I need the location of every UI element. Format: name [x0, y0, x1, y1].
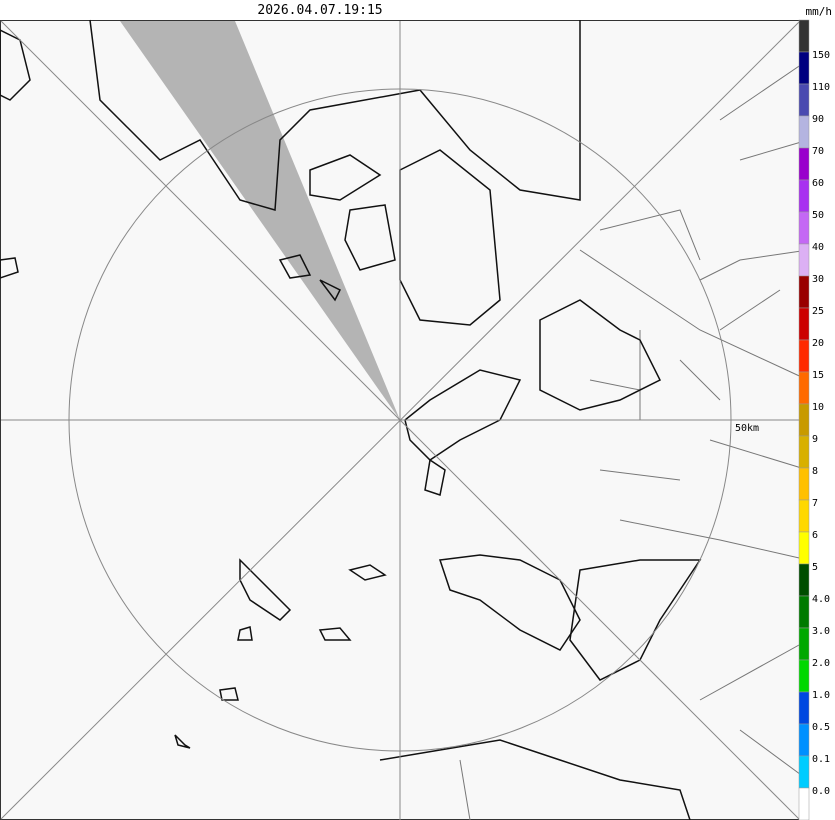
- legend-label: 40: [812, 242, 824, 253]
- legend-label: 25: [812, 306, 824, 317]
- legend-swatch: [798, 787, 810, 820]
- range-label: 50km: [735, 423, 759, 434]
- legend-label: 50: [812, 210, 824, 221]
- legend-label: 150: [812, 50, 830, 61]
- legend-swatch: [798, 275, 810, 309]
- legend-swatch: [798, 51, 810, 85]
- legend-swatch: [798, 627, 810, 661]
- legend-label: 9: [812, 434, 818, 445]
- unit-label: mm/h: [806, 5, 833, 18]
- timestamp: 2026.04.07.19:15: [257, 3, 382, 18]
- color-legend: 150 110 90 70 60 50 40 30 25 20 15 10 9 8 7 6 5 4.0 3.0 2.0…: [798, 19, 830, 820]
- coastlines: [0, 19, 702, 820]
- legend-swatch: [798, 723, 810, 757]
- legend-label: 110: [812, 82, 830, 93]
- legend-swatch: [798, 371, 810, 405]
- legend-swatch: [798, 339, 810, 373]
- legend-swatch: [798, 211, 810, 245]
- legend-swatch: [798, 307, 810, 341]
- legend-swatch: [798, 691, 810, 725]
- legend-label: 4.0: [812, 594, 830, 605]
- legend-label: 10: [812, 402, 824, 413]
- legend-label: 15: [812, 370, 824, 381]
- legend-label: 7: [812, 498, 818, 509]
- legend-label: 3.0: [812, 626, 830, 637]
- legend-label: 0.5: [812, 722, 830, 733]
- map: 50km: [0, 19, 809, 820]
- legend-swatch: [798, 147, 810, 181]
- legend-swatch: [798, 467, 810, 501]
- legend-swatch: [798, 83, 810, 117]
- legend-swatch: [798, 435, 810, 469]
- legend-label: 30: [812, 274, 824, 285]
- legend-swatch: [798, 243, 810, 277]
- legend-swatch: [798, 179, 810, 213]
- legend-label: 1.0: [812, 690, 830, 701]
- legend-label: 60: [812, 178, 824, 189]
- legend-label: 5: [812, 562, 818, 573]
- legend-label: 0.1: [812, 754, 830, 765]
- range-rings: 50km: [0, 20, 808, 820]
- legend-swatch: [798, 659, 810, 693]
- legend-swatch: [798, 115, 810, 149]
- legend-label: 70: [812, 146, 824, 157]
- legend-swatch: [798, 19, 810, 53]
- legend-swatch: [798, 499, 810, 533]
- legend-label: 2.0: [812, 658, 830, 669]
- legend-label: 20: [812, 338, 824, 349]
- legend-swatch: [798, 563, 810, 597]
- legend-label: 0.0: [812, 786, 830, 797]
- legend-swatch: [798, 755, 810, 789]
- crosshair-line: [0, 20, 801, 820]
- legend-swatch: [798, 403, 810, 437]
- legend-label: 8: [812, 466, 818, 477]
- legend-label: 90: [812, 114, 824, 125]
- legend-swatch: [798, 531, 810, 565]
- legend-label: 6: [812, 530, 818, 541]
- legend-swatch: [798, 595, 810, 629]
- beam-blockage: [120, 21, 400, 420]
